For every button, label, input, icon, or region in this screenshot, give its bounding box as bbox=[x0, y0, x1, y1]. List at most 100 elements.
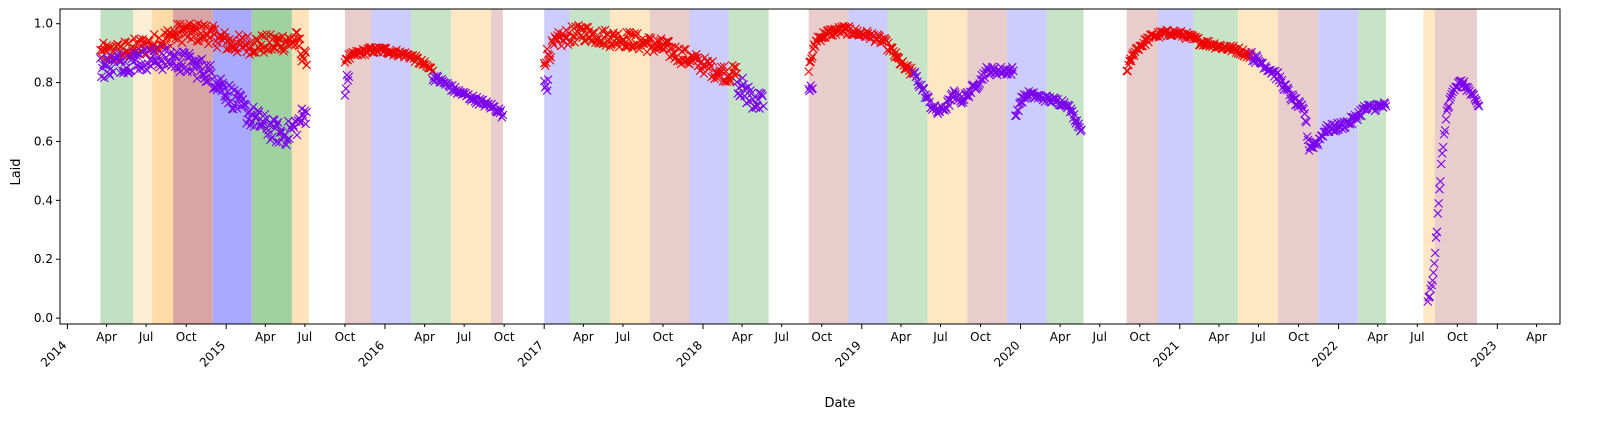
series-1-point bbox=[1438, 142, 1448, 152]
x-month-label: Apr bbox=[573, 330, 594, 344]
series-0-point bbox=[570, 37, 580, 47]
x-month-label: Apr bbox=[414, 330, 435, 344]
series-1-point bbox=[1446, 92, 1456, 102]
series-0-point bbox=[806, 57, 815, 67]
series-1-point bbox=[118, 66, 127, 75]
series-0-point bbox=[1138, 41, 1148, 51]
series-1-point bbox=[1472, 99, 1482, 108]
series-1-point bbox=[1303, 135, 1313, 145]
series-0-point bbox=[807, 54, 816, 63]
series-1-point bbox=[914, 80, 923, 90]
series-1-point bbox=[273, 117, 283, 127]
series-0-point bbox=[181, 21, 191, 31]
series-0-point bbox=[280, 44, 289, 54]
series-1-point bbox=[162, 43, 172, 53]
season-band-blue bbox=[371, 9, 412, 324]
series-1-point bbox=[1425, 292, 1435, 301]
season-band-brown bbox=[808, 9, 849, 324]
season-band-orange bbox=[927, 9, 968, 324]
series-1-point bbox=[942, 104, 951, 114]
series-0-point bbox=[121, 38, 131, 47]
series-1-point bbox=[1300, 109, 1310, 118]
series-1-point bbox=[190, 56, 200, 65]
series-1-point bbox=[1032, 90, 1042, 100]
season-band-blue bbox=[212, 9, 252, 324]
x-year-label: 2023 bbox=[1468, 338, 1499, 369]
series-1-point bbox=[1474, 101, 1484, 111]
series-1-point bbox=[105, 71, 115, 80]
series-1-point bbox=[197, 54, 207, 64]
series-0-point bbox=[149, 29, 159, 39]
x-month-label: Jul bbox=[456, 330, 471, 344]
series-1-point bbox=[175, 67, 185, 77]
series-1-point bbox=[1440, 126, 1450, 135]
series-1-point bbox=[216, 74, 226, 84]
series-0-point bbox=[299, 54, 309, 64]
y-tick-label: 0.6 bbox=[34, 134, 53, 148]
series-0-point bbox=[884, 38, 893, 48]
season-band-green bbox=[1358, 9, 1386, 324]
series-0-point bbox=[1125, 56, 1134, 66]
season-band-green bbox=[1193, 9, 1239, 324]
x-month-label: Oct bbox=[970, 330, 991, 344]
series-1-point bbox=[146, 61, 156, 71]
series-1-point bbox=[137, 64, 147, 74]
series-1-point bbox=[1441, 114, 1451, 124]
season-band-blue bbox=[1158, 9, 1194, 324]
x-month-label: Jul bbox=[297, 330, 312, 344]
series-0-point bbox=[190, 26, 200, 36]
series-0-point bbox=[184, 22, 193, 31]
season-band-orange bbox=[133, 9, 153, 324]
x-month-label: Jul bbox=[932, 330, 947, 344]
series-0-point bbox=[691, 50, 701, 59]
series-1-point bbox=[1051, 94, 1061, 103]
x-month-label: Apr bbox=[891, 330, 912, 344]
series-0-point bbox=[697, 64, 707, 74]
series-0-point bbox=[193, 19, 203, 29]
series-0-point bbox=[546, 52, 556, 62]
series-0-point bbox=[729, 62, 739, 72]
x-month-label: Apr bbox=[1526, 330, 1547, 344]
series-0-point bbox=[302, 60, 312, 70]
season-band-brown bbox=[491, 9, 503, 324]
series-1-point bbox=[1010, 111, 1020, 121]
series-0-point bbox=[644, 33, 654, 42]
series-1-point bbox=[138, 47, 148, 57]
season-band-orange bbox=[291, 9, 309, 324]
series-1-point bbox=[1447, 89, 1456, 99]
series-1-point bbox=[759, 101, 768, 111]
season-band-brown bbox=[1278, 9, 1319, 324]
series-1-point bbox=[132, 51, 142, 61]
series-1-point bbox=[201, 77, 211, 87]
series-1-point bbox=[1435, 184, 1444, 194]
series-1-point bbox=[126, 66, 136, 75]
x-month-label: Jul bbox=[1409, 330, 1424, 344]
series-1-point bbox=[272, 120, 282, 130]
series-1-point bbox=[102, 53, 112, 63]
series-0-point bbox=[291, 28, 301, 37]
series-1-point bbox=[151, 43, 161, 53]
y-tick-label: 1.0 bbox=[34, 17, 53, 31]
series-0-point bbox=[250, 47, 260, 57]
series-0-point bbox=[646, 33, 656, 43]
series-1-point bbox=[919, 84, 929, 94]
series-0-point bbox=[828, 31, 838, 40]
series-1-point bbox=[228, 104, 238, 114]
series-1-point bbox=[207, 74, 217, 84]
series-1-point bbox=[101, 61, 111, 71]
x-year-label: 2022 bbox=[1309, 338, 1340, 369]
series-1-point bbox=[1429, 259, 1439, 268]
series-1-point bbox=[1334, 125, 1343, 134]
series-1-point bbox=[192, 73, 202, 83]
season-band-orange bbox=[451, 9, 492, 324]
x-year-label: 2018 bbox=[674, 338, 705, 369]
x-month-label: Oct bbox=[653, 330, 674, 344]
series-1-point bbox=[912, 71, 922, 81]
y-axis: 0.0 0.2 0.4 0.6 0.8 1.0 bbox=[34, 17, 60, 325]
x-month-label: Jul bbox=[138, 330, 153, 344]
series-1-point bbox=[1442, 106, 1452, 115]
series-1-point bbox=[344, 72, 354, 82]
series-1-point bbox=[1380, 99, 1390, 109]
season-bands bbox=[100, 9, 1477, 324]
